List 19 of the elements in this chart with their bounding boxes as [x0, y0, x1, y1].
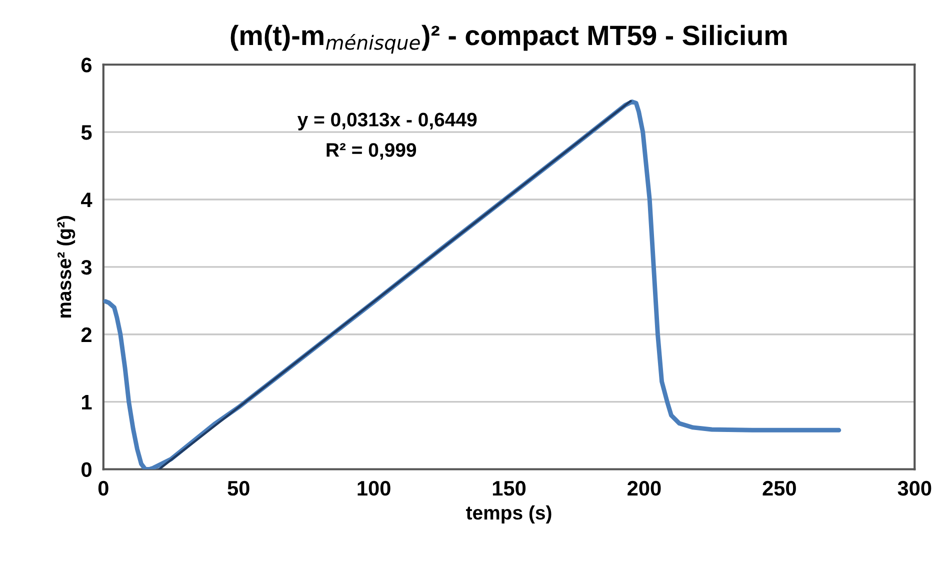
y-tick-label: 6 — [81, 58, 92, 72]
y-tick-label: 5 — [81, 125, 92, 140]
y-tick-label: 0 — [82, 462, 92, 478]
y-tick-label: 4 — [81, 192, 92, 208]
x-tick-label: 300 — [898, 480, 932, 496]
annotation: R² = 0,999 — [326, 143, 416, 160]
annotation: y = 0,0313x - 0,6449 — [297, 112, 477, 130]
y-axis-title: masse² (g²) — [56, 216, 76, 318]
y-tick-label: 3 — [81, 260, 92, 275]
y-tick-label: 1 — [82, 395, 92, 410]
chart-title: (m(t)-m$_{ménisque}$)² - compact MT59 - Silicium — [230, 24, 787, 54]
x-tick-label: 50 — [228, 480, 250, 496]
x-tick-label: 250 — [762, 480, 796, 496]
x-tick-label: 100 — [358, 480, 390, 496]
x-axis-title: temps (s) — [466, 505, 552, 524]
x-tick-label: 150 — [492, 480, 526, 496]
x-tick-label: 0 — [98, 480, 108, 496]
y-tick-label: 2 — [81, 327, 92, 342]
x-tick-label: 200 — [628, 480, 661, 496]
